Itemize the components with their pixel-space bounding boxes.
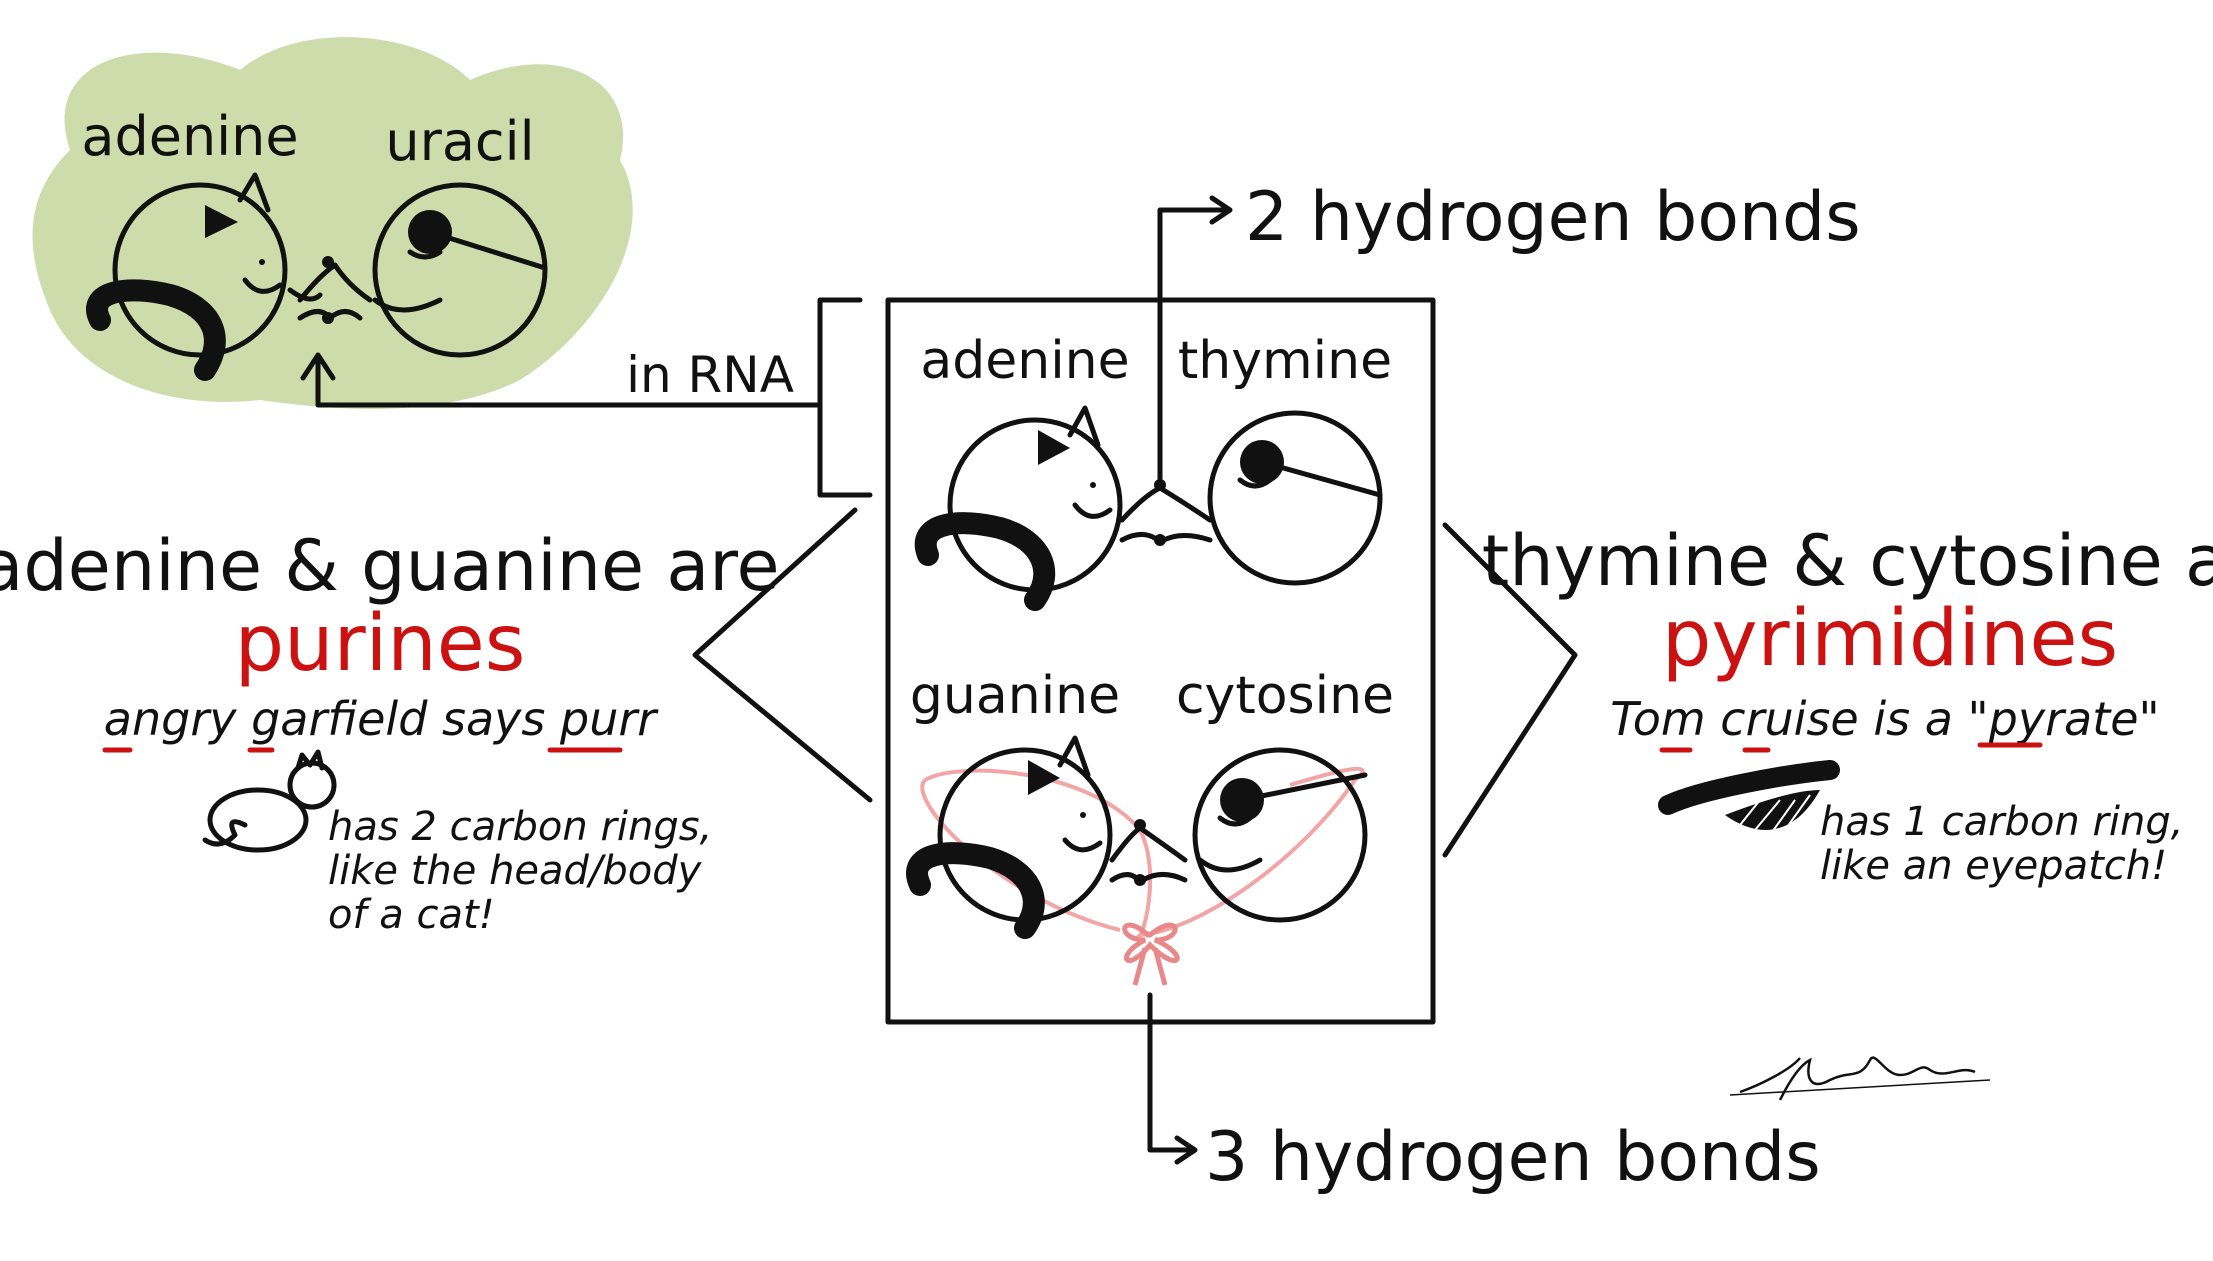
rna-connector: in RNA (300, 297, 873, 498)
eyepatch-icon (1658, 760, 1840, 836)
purines-heading: adenine & guanine are (0, 525, 780, 607)
bottom-bond-label: 3 hydrogen bonds (1205, 1118, 1821, 1197)
mnemonic-cruise: cruise (1706, 692, 1859, 746)
pyrimidines-section: thymine & cytosine are pyrimidines Tom c… (1482, 520, 2213, 889)
dna-top-eyepatch-icon (1207, 410, 1383, 586)
mnemonic-purr: purr (545, 692, 659, 746)
purines-section: adenine & guanine are purines angry garf… (0, 525, 780, 938)
purines-note: has 2 carbon rings, like the head/body o… (328, 804, 725, 938)
dna-bottom-right-label: cytosine (1176, 666, 1394, 726)
rna-background (32, 37, 633, 409)
rna-base-right-label: uracil (385, 110, 534, 173)
mnemonic-says: says (427, 692, 545, 746)
dna-top-bond (1119, 195, 1233, 546)
dna-bottom-bond (1109, 819, 1188, 886)
dna-top-left-label: adenine (920, 331, 1129, 391)
cat-icon (202, 749, 337, 853)
rna-panel: adenine uracil (32, 37, 633, 409)
right-chevron (1442, 522, 1578, 858)
dna-bottom-cat-icon (906, 735, 1113, 939)
rna-connector-label: in RNA (626, 346, 794, 404)
mnemonic-garfield: garfield (236, 692, 428, 746)
left-chevron (692, 507, 873, 803)
rna-bond (297, 256, 373, 324)
dna-box: adenine thymine guanine cytos (885, 195, 1436, 1165)
pyrimidines-term: pyrimidines (1662, 594, 2118, 684)
dna-bottom-left-label: guanine (910, 666, 1120, 726)
rna-base-left-label: adenine (81, 105, 298, 168)
rna-cat-icon (86, 172, 323, 381)
pyrimidines-note: has 1 carbon ring, like an eyepatch! (1820, 799, 2196, 889)
mnemonic-pyrate: "pyrate" (1968, 692, 2160, 746)
mnemonic-angry: angry (104, 692, 237, 746)
rna-eyepatch-icon (372, 182, 548, 358)
pyrimidines-mnemonic: Tom cruise is a "pyrate" (1610, 692, 2159, 746)
bow-icon (1122, 922, 1180, 986)
purines-term: purines (235, 599, 526, 689)
dna-top-cat-icon (914, 405, 1123, 611)
pyrimidines-heading: thymine & cytosine are (1482, 520, 2213, 602)
mnemonic-is-a: is a (1859, 692, 1968, 746)
dna-top-right-label: thymine (1178, 331, 1392, 391)
dna-bottom-eyepatch-icon (1192, 747, 1368, 923)
signature-icon (1729, 1056, 1991, 1101)
top-bond-label: 2 hydrogen bonds (1245, 178, 1861, 257)
mnemonic-tom: Tom (1610, 692, 1705, 746)
purines-mnemonic: angry garfield says purr (104, 692, 659, 746)
